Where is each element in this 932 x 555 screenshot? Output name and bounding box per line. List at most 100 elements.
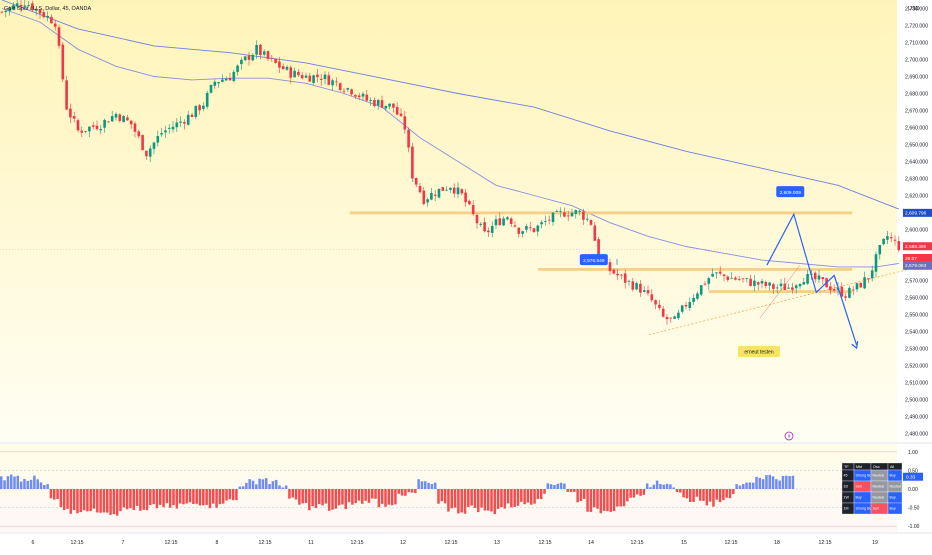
candle-body	[171, 126, 175, 130]
candle-body	[72, 116, 76, 119]
histogram-bar	[433, 482, 437, 489]
price-callout[interactable]	[776, 186, 805, 198]
histogram-bar	[728, 489, 732, 499]
histogram-bar	[49, 489, 53, 499]
candle-body	[483, 222, 486, 232]
histogram-bar	[314, 489, 318, 509]
histogram-bar	[708, 489, 712, 502]
candle-body	[164, 130, 167, 133]
histogram-bar	[311, 489, 314, 507]
histogram-bar	[447, 489, 450, 512]
histogram-bar	[23, 478, 26, 489]
histogram-bar	[725, 489, 728, 498]
candle-body	[878, 244, 882, 255]
candle-body	[840, 286, 844, 297]
horizontal-level-line[interactable]	[538, 268, 853, 271]
time-tick-label: 6	[32, 540, 35, 546]
price-badge-text: 2,579.063	[905, 263, 927, 269]
candle-body	[88, 126, 91, 132]
histogram-bar	[96, 489, 99, 513]
candle-body	[627, 280, 631, 282]
candle-body	[422, 190, 426, 204]
price-tick-label: 2,660.000	[905, 126, 928, 132]
price-tick-label: 2,490.000	[905, 415, 928, 421]
histogram-bar	[695, 489, 699, 497]
candle-body	[715, 272, 718, 274]
histogram-bar	[271, 481, 275, 489]
candle-body	[513, 225, 517, 227]
histogram-bar	[371, 489, 374, 499]
time-tick-label: 12:15	[539, 540, 552, 546]
candle-body	[699, 285, 703, 295]
price-tick-label: 2,730.000	[905, 7, 928, 13]
candle-body	[536, 225, 540, 232]
histogram-bar	[152, 489, 155, 505]
candle-body	[726, 276, 730, 280]
candle-body	[407, 129, 410, 148]
histogram-bar	[602, 489, 606, 511]
candle-body	[471, 205, 475, 215]
histogram-bar	[689, 489, 692, 502]
histogram-bar	[33, 475, 36, 489]
time-tick-label: 12	[400, 540, 406, 546]
time-tick-label: 18	[774, 540, 780, 546]
drawings[interactable]: 2,576.549 2,609.009 erneut testen	[579, 186, 932, 357]
histogram-bar	[112, 489, 116, 515]
table-cell-text: Neutral	[873, 485, 885, 489]
candle-body	[779, 283, 783, 287]
projection-path[interactable]	[766, 212, 858, 346]
histogram-bar	[344, 489, 348, 510]
histogram-bar	[563, 483, 566, 489]
trendline[interactable]	[648, 247, 932, 336]
histogram-bar	[788, 476, 791, 489]
histogram-bar	[440, 489, 444, 502]
histogram-bar	[208, 489, 212, 509]
note-label[interactable]	[738, 346, 780, 357]
histogram-bar	[122, 489, 126, 508]
price-scale-background[interactable]	[897, 0, 932, 550]
symbol-title[interactable]: Gold Spot / U.S. Dollar, 45, OANDA	[4, 6, 91, 12]
candle-body	[680, 305, 684, 312]
horizontal-level-line[interactable]	[349, 211, 853, 215]
histogram-bar	[301, 489, 304, 504]
price-badge-text: 2,609.796	[905, 211, 927, 217]
histogram-bar	[539, 489, 543, 500]
table-cell-text: 1M	[844, 507, 849, 511]
histogram-bar	[712, 489, 715, 507]
histogram-bar	[351, 489, 354, 505]
candle-body	[361, 93, 365, 97]
histogram-bar	[357, 489, 361, 501]
indicator-histogram: 1.00 0.50 0.00 -0.50 -1.00 0.33	[0, 450, 923, 530]
histogram-bar	[139, 489, 142, 511]
price-tick-label: 2,500.000	[905, 398, 928, 404]
ideas-icon[interactable]: #	[784, 431, 794, 441]
candle-body	[262, 51, 266, 55]
histogram-bar	[241, 486, 245, 489]
candle-body	[12, 5, 15, 10]
price-tick-label: 2,690.000	[905, 75, 928, 81]
candle-body	[53, 23, 57, 27]
histogram-bar	[374, 489, 377, 499]
horizontal-level-line[interactable]	[708, 290, 853, 293]
histogram-bar	[46, 484, 49, 489]
candle-body	[167, 127, 171, 129]
histogram-bar	[516, 489, 520, 506]
candle-body	[525, 226, 528, 230]
candle-body	[50, 16, 53, 24]
candle-body	[684, 304, 688, 307]
horizontal-levels[interactable]	[0, 211, 897, 293]
histogram-bar	[718, 489, 722, 503]
time-axis: 6 12:15 7 12:15 8 12:15 11 12:15 12 12:15 13 12:15 1…	[32, 540, 878, 546]
histogram-bar	[583, 489, 586, 499]
candle-body	[859, 282, 863, 288]
candle-body	[392, 103, 395, 108]
histogram-bar	[453, 489, 457, 508]
candle-body	[209, 84, 213, 93]
table-cell-text: Neutral	[890, 485, 902, 489]
price-callout[interactable]	[579, 254, 608, 266]
candle-body	[179, 121, 182, 123]
candle-body	[753, 280, 756, 286]
histogram-bar	[367, 489, 371, 503]
price-tick-label: 2,700.000	[905, 58, 928, 64]
